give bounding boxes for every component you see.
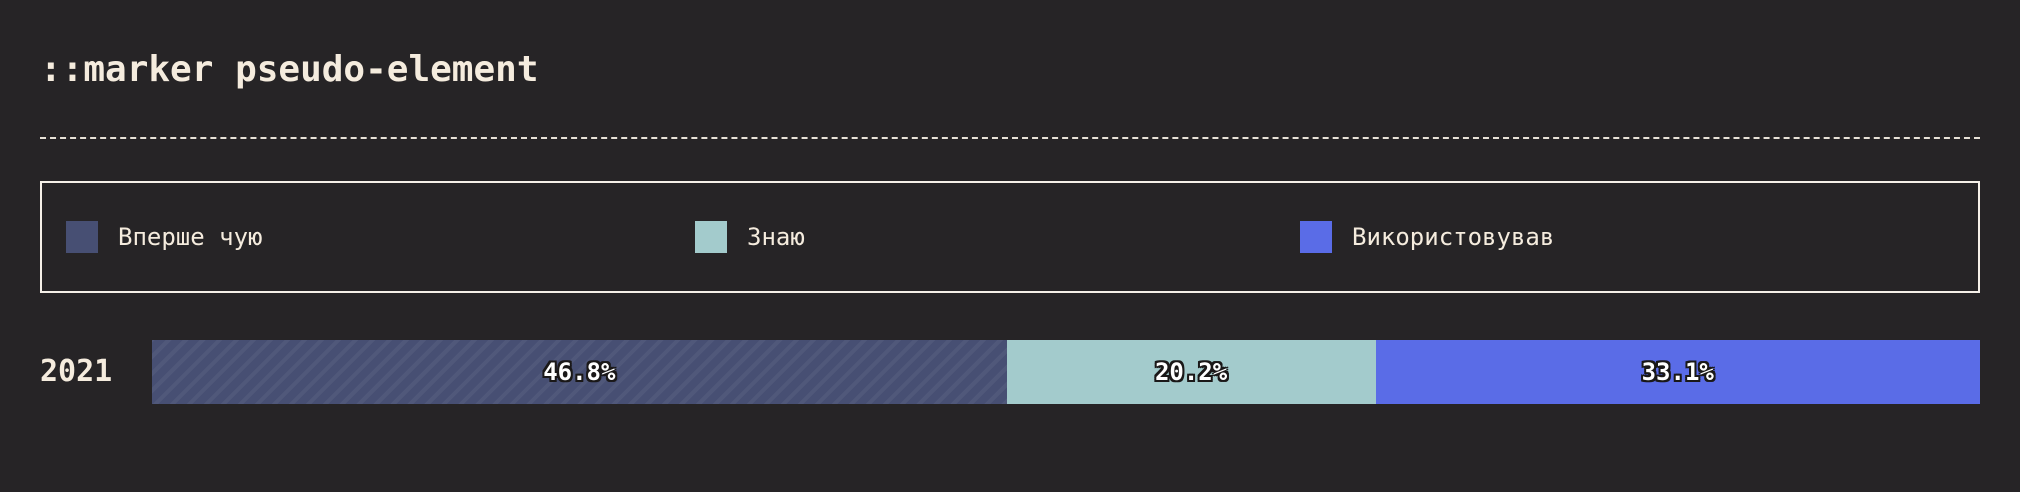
bar-label-know: 20.2% — [1155, 358, 1227, 386]
bar-segment-used[interactable]: 33.1% — [1376, 340, 1980, 404]
legend-label-know: Знаю — [747, 223, 805, 251]
legend-swatch-never-heard — [66, 221, 98, 253]
bar-label-used: 33.1% — [1642, 358, 1714, 386]
legend-swatch-know — [695, 221, 727, 253]
bar-segment-never-heard[interactable]: 46.8% — [152, 340, 1007, 404]
legend-item-used[interactable]: Використовував — [1300, 183, 1554, 291]
stacked-bar: 46.8% 20.2% 33.1% — [152, 340, 1980, 404]
legend-item-never-heard[interactable]: Вперше чую — [66, 183, 263, 291]
bar-label-never-heard: 46.8% — [543, 358, 615, 386]
legend-item-know[interactable]: Знаю — [695, 183, 805, 291]
legend-label-never-heard: Вперше чую — [118, 223, 263, 251]
legend-label-used: Використовував — [1352, 223, 1554, 251]
bar-segment-know[interactable]: 20.2% — [1007, 340, 1376, 404]
chart-title: ::marker pseudo-element — [40, 44, 539, 96]
row-label-year: 2021 — [40, 340, 112, 404]
legend: Вперше чую Знаю Використовував — [40, 181, 1980, 293]
legend-swatch-used — [1300, 221, 1332, 253]
title-divider — [40, 137, 1980, 139]
